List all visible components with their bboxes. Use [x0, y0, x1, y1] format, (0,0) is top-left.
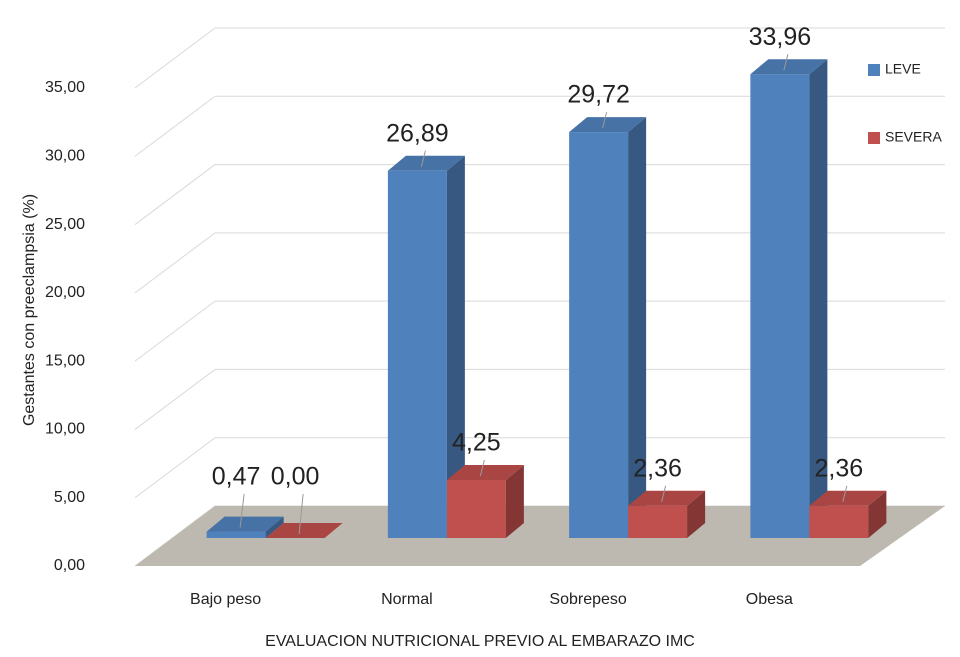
bar-top: [206, 516, 284, 532]
leader-line: [420, 150, 426, 167]
leader-line: [602, 111, 608, 129]
x-tick-label: Normal: [381, 591, 433, 608]
bar: [809, 505, 869, 538]
leader-line: [479, 459, 485, 477]
grid-line: [134, 369, 216, 430]
bar-side: [687, 490, 706, 538]
value-label: 29,72: [567, 81, 630, 109]
grid-line: [134, 95, 216, 157]
bar-top: [809, 490, 887, 506]
grid-line: [134, 27, 216, 89]
y-tick-label: 20,00: [45, 284, 85, 301]
y-tick-label: 30,00: [45, 148, 85, 165]
x-tick-label: Bajo peso: [190, 591, 261, 608]
y-tick-label: 10,00: [45, 421, 85, 438]
bar-top: [446, 464, 524, 480]
y-tick-label: 0,00: [54, 557, 85, 574]
bar-side: [505, 464, 524, 538]
bar-top: [750, 59, 828, 75]
y-tick-label: 5,00: [54, 489, 85, 506]
value-label: 0,47: [212, 463, 261, 491]
leader-line: [298, 493, 304, 535]
grid-line: [134, 232, 216, 294]
leader-line: [661, 485, 667, 502]
legend-swatch: [868, 64, 880, 76]
y-axis-title: Gestantes con preeclampsia (%): [21, 194, 38, 426]
legend-label: SEVERA: [885, 129, 942, 145]
bar-side: [446, 155, 465, 538]
floor: [135, 506, 945, 566]
bar-side: [628, 117, 647, 538]
leader-line: [842, 485, 848, 502]
value-label: 26,89: [386, 119, 449, 147]
legend-label: LEVE: [885, 61, 921, 77]
legend-swatch: [868, 132, 880, 144]
x-tick-label: Sobrepeso: [549, 591, 626, 608]
bar-side: [868, 490, 887, 538]
bar: [569, 132, 629, 538]
y-tick-label: 25,00: [45, 216, 85, 233]
grid-line: [134, 164, 216, 225]
bar: [387, 170, 447, 538]
bar: [446, 479, 506, 538]
bar: [628, 505, 688, 538]
value-label: 2,36: [815, 454, 864, 482]
leader-line: [783, 54, 789, 71]
value-label: 2,36: [633, 454, 682, 482]
bar-side: [265, 516, 284, 538]
bar-top: [628, 490, 706, 506]
leader-line: [239, 493, 245, 528]
value-label: 4,25: [452, 429, 501, 457]
bar-top: [265, 523, 343, 538]
x-axis-title: EVALUACION NUTRICIONAL PREVIO AL EMBARAZ…: [265, 633, 695, 650]
y-tick-label: 15,00: [45, 352, 85, 369]
grid-line: [134, 300, 216, 362]
bar-top: [569, 117, 647, 133]
x-tick-label: Obesa: [746, 591, 793, 608]
value-label: 0,00: [271, 463, 320, 491]
y-tick-label: 35,00: [45, 79, 85, 96]
grid-line: [134, 437, 216, 499]
bar: [206, 531, 266, 538]
value-label: 33,96: [749, 23, 812, 51]
bar-side: [809, 59, 828, 538]
bar: [750, 74, 810, 538]
bar-top: [387, 155, 465, 171]
